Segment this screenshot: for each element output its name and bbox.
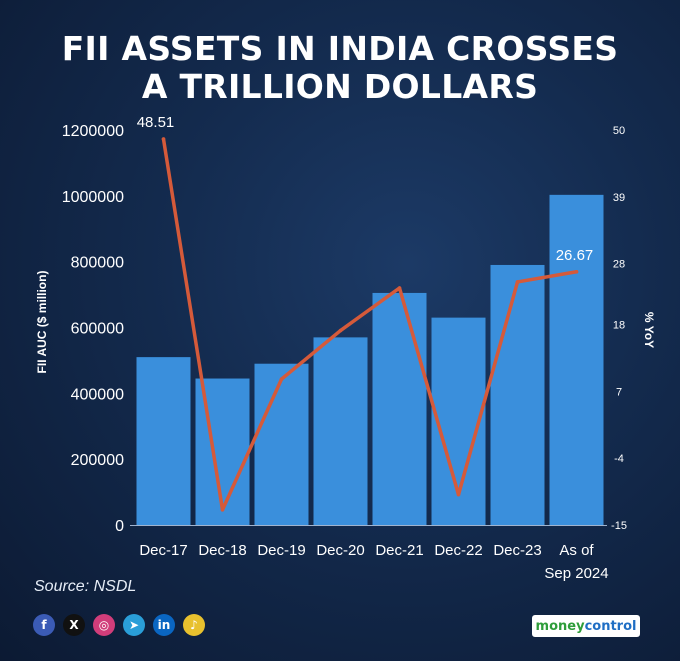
x-icon[interactable]: X — [63, 614, 85, 636]
koo-icon[interactable]: ♪ — [183, 614, 205, 636]
yoy-point — [456, 492, 461, 497]
x-tick-label: Dec-23 — [493, 542, 541, 559]
x-tick-label: Dec-21 — [375, 542, 423, 559]
y-tick-label: 1200000 — [62, 123, 124, 140]
x-tick-label: Sep 2024 — [544, 565, 608, 582]
linkedin-icon[interactable]: in — [153, 614, 175, 636]
y2-axis-title: % YoY — [642, 312, 656, 348]
y-axis-title: FII AUC ($ million) — [35, 271, 49, 374]
telegram-icon[interactable]: ➤ — [123, 614, 145, 636]
y2-tick-label: -4 — [614, 453, 624, 465]
yoy-point — [279, 377, 284, 381]
facebook-icon[interactable]: f — [33, 614, 55, 636]
y2-tick-label: 39 — [613, 192, 625, 204]
yoy-line — [161, 137, 579, 512]
yoy-point — [574, 269, 579, 274]
y-tick-label: 200000 — [71, 452, 124, 469]
x-tick-label: Dec-18 — [198, 542, 246, 559]
yoy-point — [161, 137, 166, 141]
bar — [254, 363, 309, 525]
source-note: Source: NSDL — [34, 578, 137, 595]
bar-line-chart: 0 200000 400000 600000 800000 1000000 1200000 -… — [35, 114, 656, 582]
y2-tick-label: 18 — [613, 319, 625, 331]
bar — [313, 337, 368, 525]
x-tick-label: Dec-17 — [139, 542, 187, 559]
x-tick-label: Dec-19 — [257, 542, 305, 559]
x-tick-label: Dec-20 — [316, 542, 364, 559]
bar — [490, 264, 545, 525]
chart-title: FII ASSETS IN INDIA CROSSES A TRILLION D… — [0, 30, 680, 106]
y2-tick-label: 7 — [616, 386, 622, 398]
bar — [372, 292, 427, 525]
yoy-point — [515, 280, 520, 284]
brand-part-money: money — [535, 618, 585, 634]
social-icons: f X ◎ ➤ in ♪ — [33, 614, 205, 636]
y-tick-label: 400000 — [71, 386, 124, 403]
yoy-point — [220, 508, 225, 512]
y-tick-label: 1000000 — [62, 189, 124, 206]
y-tick-label: 600000 — [71, 321, 124, 338]
x-tick-label: Dec-22 — [434, 542, 482, 559]
y-tick-label: 800000 — [71, 255, 124, 272]
y2-tick-label: 50 — [613, 125, 625, 137]
data-label: 26.67 — [556, 247, 594, 264]
title-line-2: A TRILLION DOLLARS — [141, 67, 539, 106]
x-tick-label: As of — [559, 542, 594, 559]
y-tick-label: 0 — [115, 518, 124, 535]
yoy-point — [338, 328, 343, 333]
brand-logo: money control — [532, 615, 640, 637]
instagram-icon[interactable]: ◎ — [93, 614, 115, 636]
yoy-point — [397, 286, 402, 290]
data-label: 48.51 — [137, 114, 175, 131]
bar — [549, 194, 604, 526]
brand-part-control: control — [584, 618, 637, 634]
bar — [136, 357, 191, 525]
y2-tick-label: -15 — [611, 520, 627, 532]
y2-tick-label: 28 — [613, 259, 625, 271]
title-line-1: FII ASSETS IN INDIA CROSSES — [61, 29, 619, 68]
